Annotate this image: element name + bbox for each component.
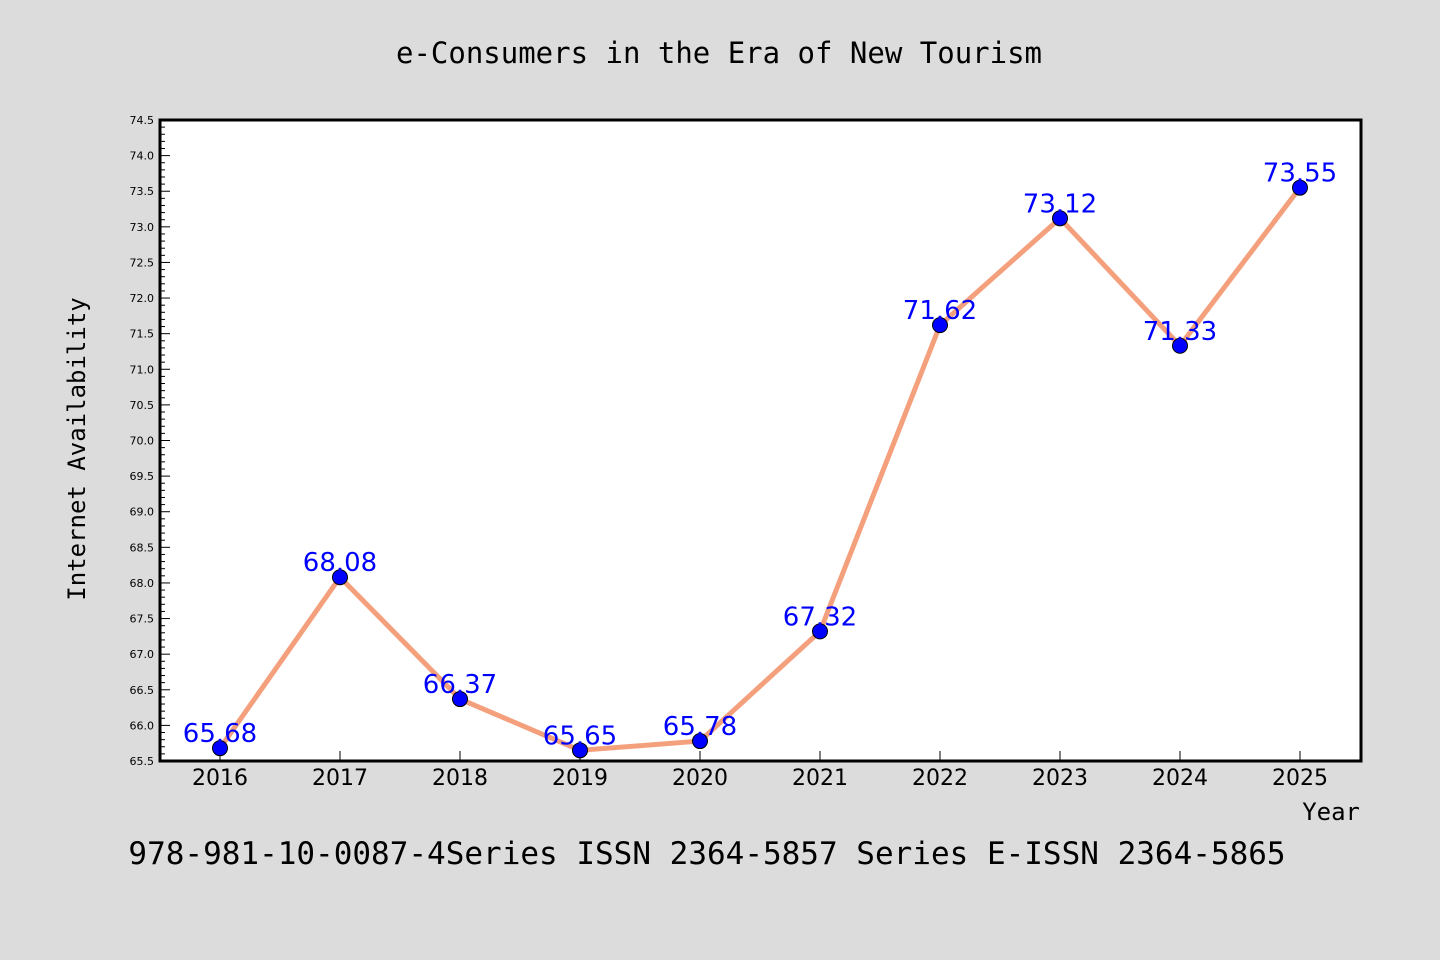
y-tick-label: 73.0: [130, 221, 155, 234]
y-tick-label: 67.0: [130, 648, 155, 661]
y-tick-label: 72.0: [130, 292, 155, 305]
data-label: 73.12: [1023, 189, 1097, 219]
x-tick-label: 2016: [192, 766, 248, 791]
y-tick-label: 72.5: [130, 256, 155, 269]
y-tick-label: 69.0: [130, 506, 155, 519]
data-label: 65.68: [183, 719, 257, 749]
y-axis: 65.5 66.0 66.5 67.0 67.5 68.0 68.5 69.0 69.5 70.0…: [130, 114, 170, 768]
series-line: [217, 185, 1303, 753]
x-axis: 2016 2017 2018 2019 2020 2021 2022 2023 2024 2025: [192, 751, 1328, 791]
x-tick-label: 2019: [552, 766, 608, 791]
data-point-marker: [212, 740, 228, 757]
y-axis-label: Internet Availability: [63, 297, 91, 600]
y-tick-label: 70.5: [130, 399, 155, 412]
data-point-marker: [932, 317, 948, 334]
y-tick-label: 68.5: [130, 541, 155, 554]
plot-area: [158, 118, 1363, 763]
data-label: 73.55: [1263, 159, 1337, 189]
y-tick-label: 68.0: [130, 577, 155, 590]
data-label: 65.78: [663, 712, 737, 742]
y-tick-label: 69.5: [130, 470, 155, 483]
footer-isbn-text: 978-981-10-0087-4Series ISSN 2364-5857 S…: [128, 836, 1285, 872]
data-point-marker: [1172, 337, 1188, 354]
y-tick-label: 71.0: [130, 363, 155, 376]
x-tick-label: 2021: [792, 766, 848, 791]
x-tick-label: 2023: [1032, 766, 1088, 791]
data-label: 71.33: [1143, 317, 1217, 347]
data-label: 67.32: [783, 602, 857, 632]
data-point-marker: [692, 733, 708, 750]
data-point-marker: [1052, 210, 1068, 227]
data-label: 68.08: [303, 548, 377, 578]
data-label: 71.62: [903, 296, 977, 326]
y-tick-label: 74.5: [130, 114, 155, 127]
y-tick-label: 66.5: [130, 684, 155, 697]
y-tick-label: 70.0: [130, 435, 155, 448]
y-tick-label: 67.5: [130, 613, 155, 626]
y-tick-label: 66.0: [130, 719, 155, 732]
y-tick-label: 74.0: [130, 150, 155, 163]
chart-title: e-Consumers in the Era of New Tourism: [396, 36, 1042, 70]
data-point-marker: [812, 623, 828, 640]
data-point-marker: [452, 691, 468, 708]
x-tick-label: 2025: [1272, 766, 1328, 791]
x-axis-label: Year: [1302, 798, 1360, 826]
series-group: 65.68 68.08 66.37 65.65 65.78 67.32 71.62 73.12…: [183, 159, 1337, 759]
data-label: 66.37: [423, 670, 497, 700]
x-tick-label: 2022: [912, 766, 968, 791]
y-tick-label: 71.5: [130, 328, 155, 341]
x-tick-label: 2024: [1152, 766, 1208, 791]
data-point-marker: [332, 569, 348, 586]
y-tick-label: 73.5: [130, 185, 155, 198]
data-label: 65.65: [543, 721, 617, 751]
data-point-marker: [572, 742, 588, 759]
x-tick-label: 2017: [312, 766, 368, 791]
x-tick-label: 2018: [432, 766, 488, 791]
y-tick-label: 65.5: [130, 755, 155, 768]
x-tick-label: 2020: [672, 766, 728, 791]
data-point-marker: [1292, 179, 1308, 196]
